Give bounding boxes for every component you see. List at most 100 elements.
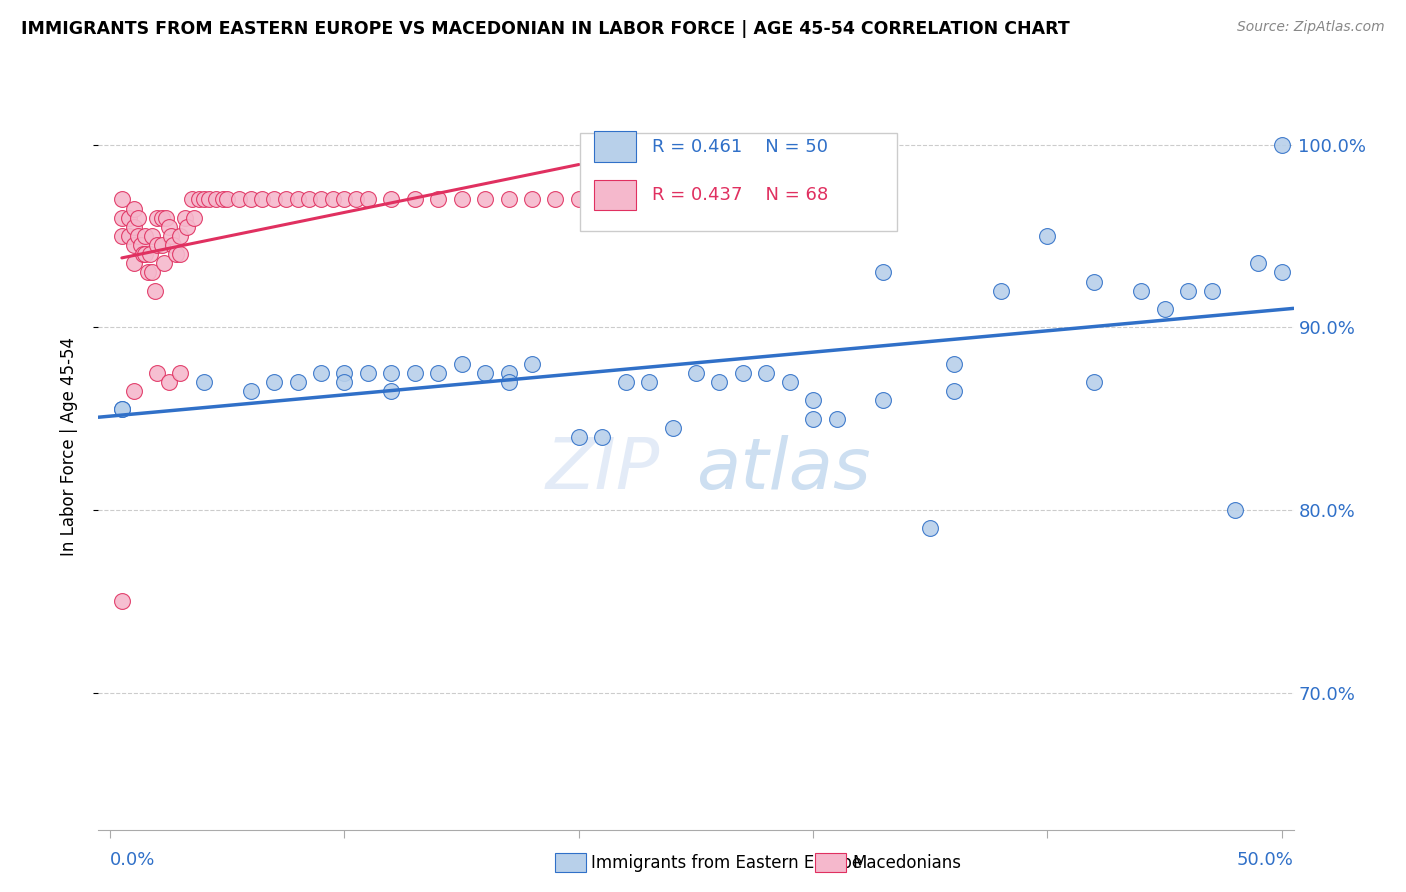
Point — [942, 357, 965, 371]
Point — [450, 357, 472, 371]
Point — [801, 411, 824, 425]
Point — [188, 193, 211, 207]
Point — [942, 384, 965, 399]
Point — [118, 229, 141, 244]
Point — [162, 238, 184, 252]
Point — [143, 284, 166, 298]
Point — [450, 193, 472, 207]
Point — [1036, 229, 1059, 244]
Point — [755, 366, 778, 380]
Point — [287, 375, 309, 389]
Point — [591, 430, 613, 444]
Point — [333, 193, 356, 207]
Point — [111, 211, 134, 225]
Point — [176, 219, 198, 234]
Text: R = 0.461    N = 50: R = 0.461 N = 50 — [652, 138, 828, 156]
Point — [111, 229, 134, 244]
Point — [146, 238, 169, 252]
Point — [404, 193, 426, 207]
Point — [183, 211, 205, 225]
Text: atlas: atlas — [696, 434, 870, 503]
Point — [872, 265, 894, 279]
Point — [298, 193, 321, 207]
Point — [204, 193, 226, 207]
Point — [872, 393, 894, 408]
Point — [274, 193, 297, 207]
Point — [801, 393, 824, 408]
Point — [157, 375, 180, 389]
Point — [661, 421, 683, 435]
Point — [498, 193, 520, 207]
Point — [169, 229, 191, 244]
Point — [1223, 503, 1246, 517]
Point — [181, 193, 204, 207]
Point — [404, 366, 426, 380]
Point — [155, 211, 177, 225]
Point — [544, 193, 567, 207]
Point — [169, 366, 191, 380]
Point — [129, 238, 152, 252]
Point — [228, 193, 250, 207]
Point — [252, 193, 274, 207]
Point — [474, 193, 496, 207]
Point — [193, 375, 215, 389]
Point — [309, 193, 332, 207]
Point — [263, 375, 285, 389]
Text: ZIP: ZIP — [546, 434, 661, 503]
Point — [122, 219, 145, 234]
Point — [309, 366, 332, 380]
Point — [122, 238, 145, 252]
Point — [322, 193, 344, 207]
Point — [1271, 265, 1294, 279]
Point — [239, 384, 262, 399]
Point — [197, 193, 219, 207]
Point — [1201, 284, 1223, 298]
Bar — [595, 180, 637, 211]
Text: R = 0.437    N = 68: R = 0.437 N = 68 — [652, 186, 828, 204]
Point — [1083, 275, 1105, 289]
Point — [111, 193, 134, 207]
Point — [217, 193, 239, 207]
Point — [122, 256, 145, 270]
Point — [638, 375, 661, 389]
FancyBboxPatch shape — [581, 133, 897, 231]
Point — [141, 229, 163, 244]
Point — [1153, 301, 1175, 316]
Point — [132, 247, 155, 261]
Point — [122, 384, 145, 399]
Point — [498, 366, 520, 380]
Point — [990, 284, 1012, 298]
Point — [849, 137, 872, 152]
Point — [160, 229, 183, 244]
Point — [568, 430, 591, 444]
Point — [779, 375, 801, 389]
Point — [134, 247, 156, 261]
Point — [520, 357, 543, 371]
Point — [153, 256, 176, 270]
Point — [380, 366, 402, 380]
Point — [239, 193, 262, 207]
Point — [111, 594, 134, 608]
Point — [427, 193, 450, 207]
Point — [150, 211, 173, 225]
Text: Macedonians: Macedonians — [852, 854, 962, 871]
Point — [498, 375, 520, 389]
Point — [118, 211, 141, 225]
Point — [157, 219, 180, 234]
Point — [614, 375, 637, 389]
Text: IMMIGRANTS FROM EASTERN EUROPE VS MACEDONIAN IN LABOR FORCE | AGE 45-54 CORRELAT: IMMIGRANTS FROM EASTERN EUROPE VS MACEDO… — [21, 20, 1070, 37]
Point — [731, 366, 754, 380]
Point — [427, 366, 450, 380]
Y-axis label: In Labor Force | Age 45-54: In Labor Force | Age 45-54 — [59, 336, 77, 556]
Text: Immigrants from Eastern Europe: Immigrants from Eastern Europe — [591, 854, 862, 871]
Point — [146, 366, 169, 380]
Point — [1271, 137, 1294, 152]
Point — [141, 265, 163, 279]
Point — [380, 384, 402, 399]
Point — [122, 202, 145, 216]
Point — [568, 193, 591, 207]
Point — [333, 375, 356, 389]
Point — [1247, 256, 1270, 270]
Point — [333, 366, 356, 380]
Point — [357, 193, 380, 207]
